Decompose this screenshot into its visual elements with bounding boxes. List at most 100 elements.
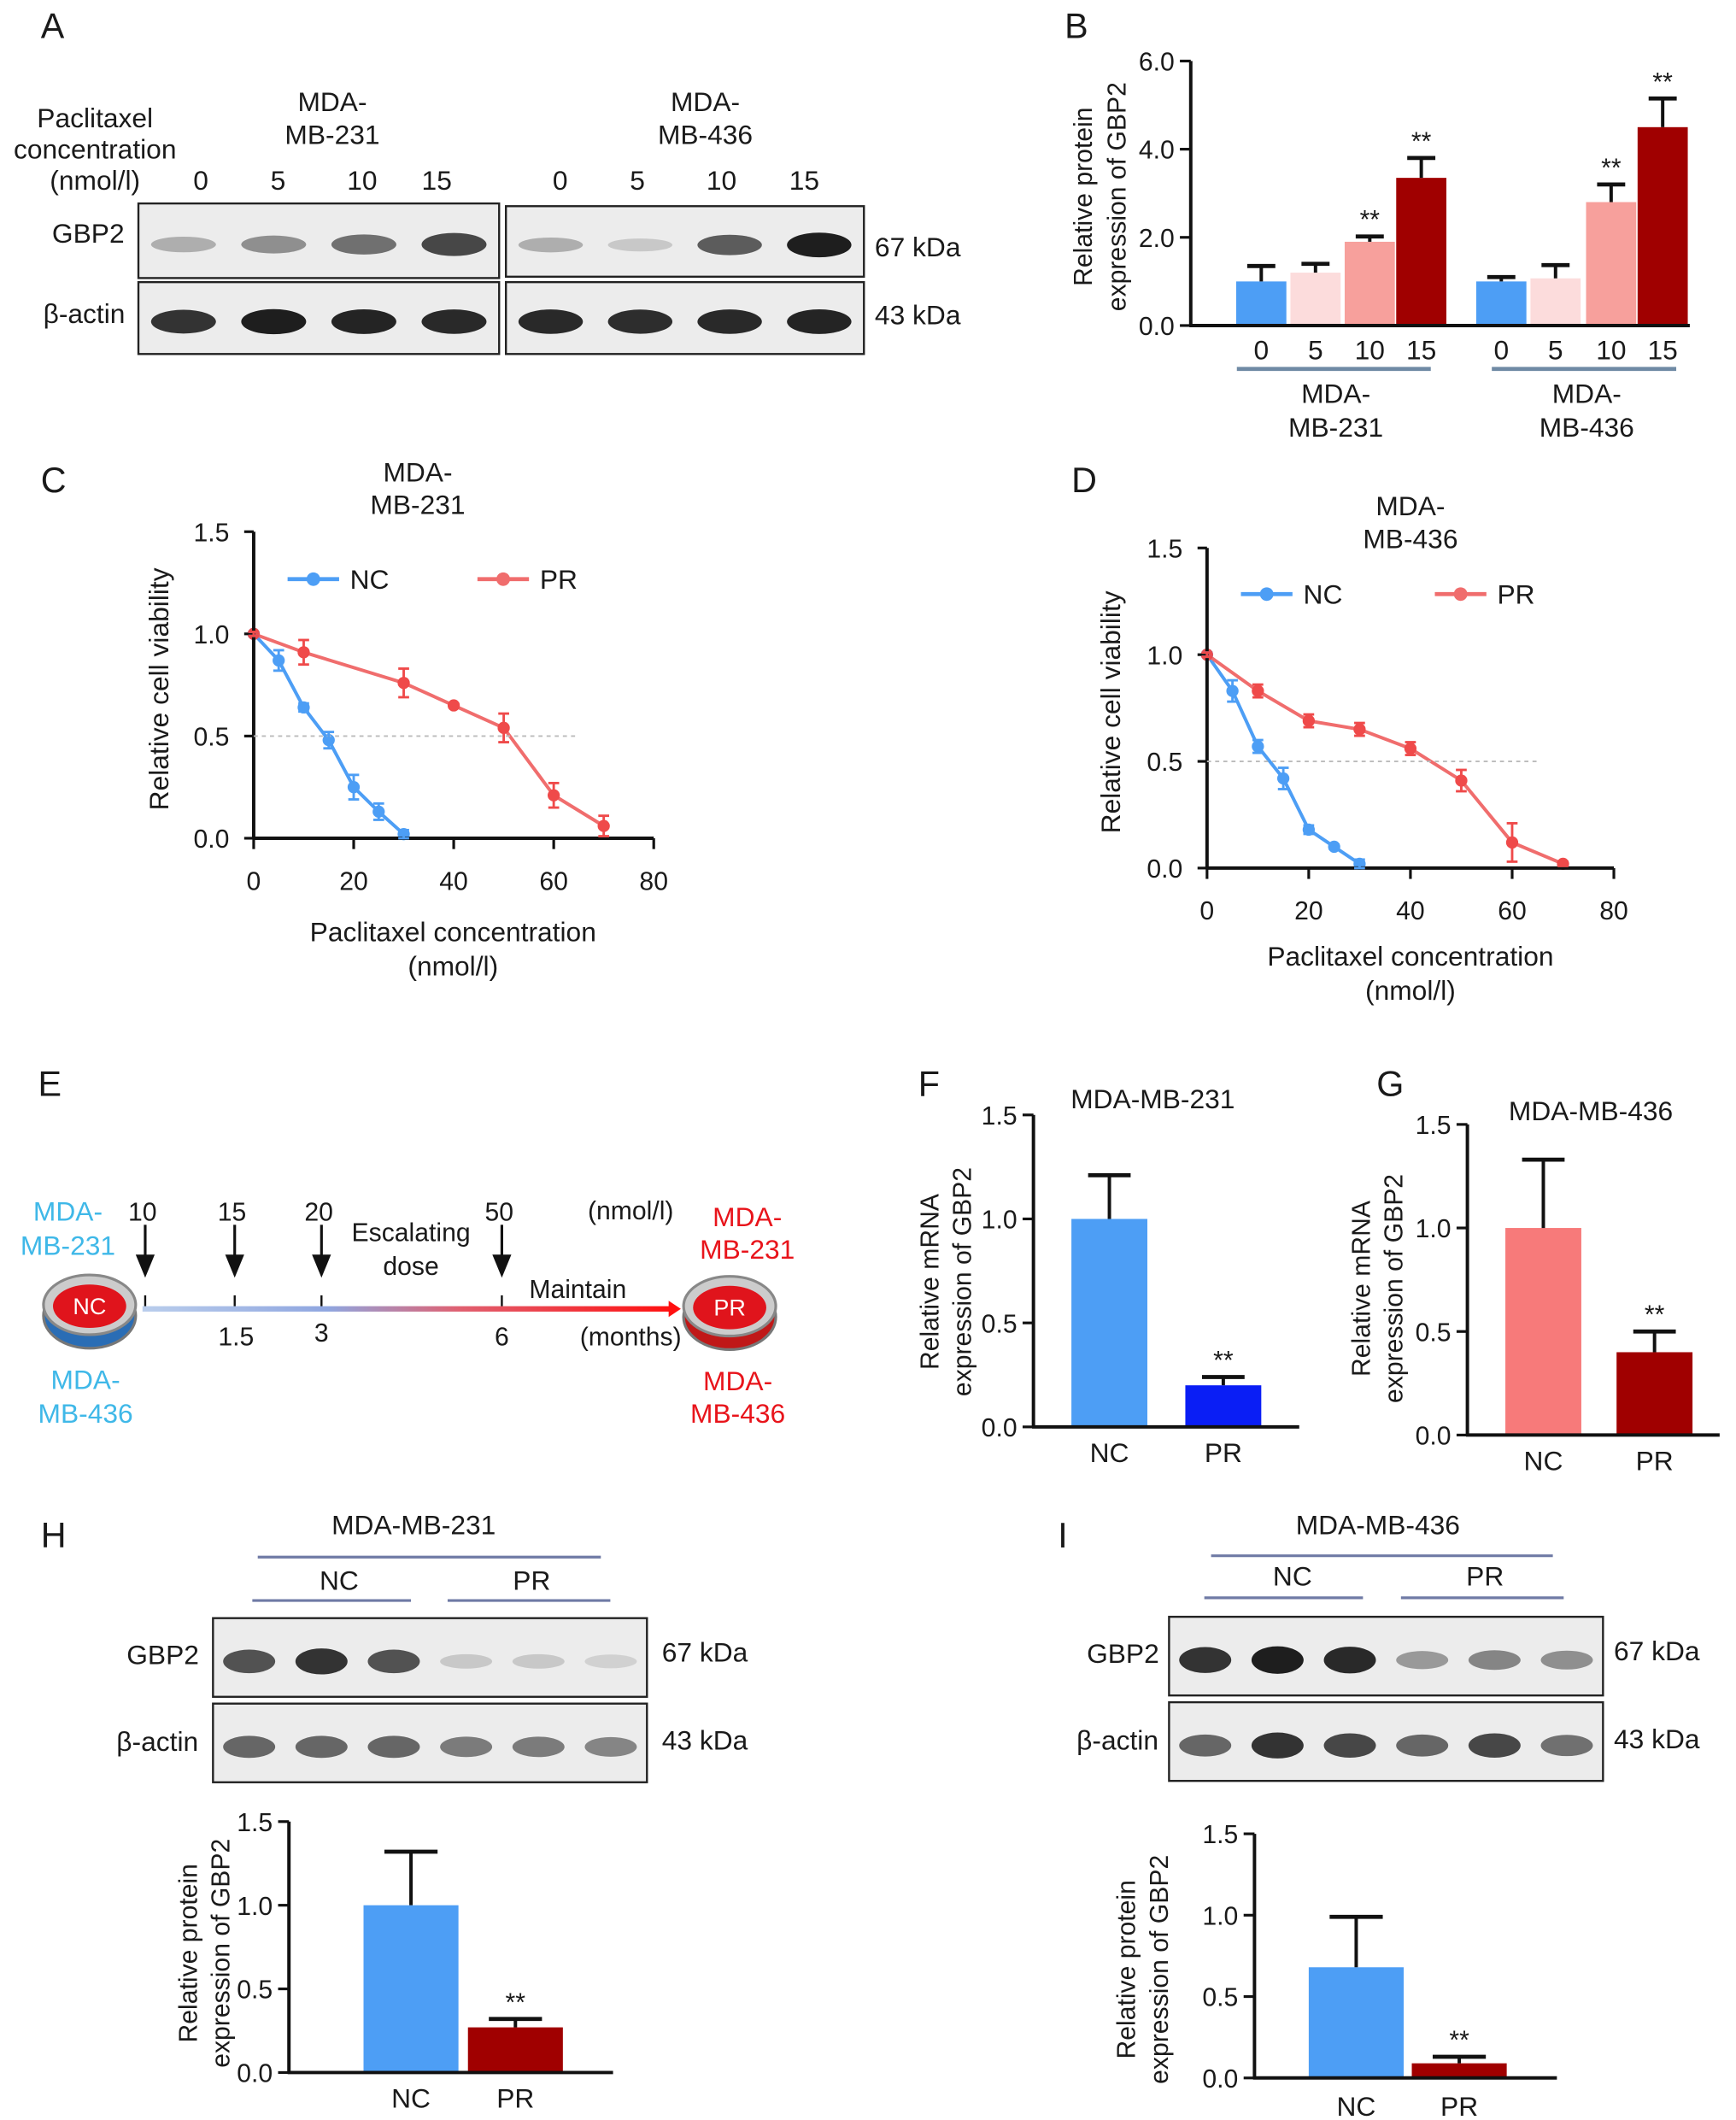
band — [584, 1736, 637, 1757]
y-tick-label: 1.0 — [193, 621, 229, 649]
blot-membrane — [1168, 1700, 1604, 1782]
label: MDA- — [671, 86, 740, 117]
legend-marker — [1259, 587, 1274, 602]
label: β-actin — [44, 298, 126, 329]
blot-gbp2 — [212, 1617, 648, 1698]
y-axis-label: expression of GBP2 — [207, 1839, 235, 2068]
significance-marker: ** — [506, 1988, 526, 2017]
x-axis-label: Paclitaxel concentration — [310, 917, 596, 948]
label: NC — [320, 1565, 359, 1595]
dish-label: PR — [713, 1295, 745, 1321]
panel-label: D — [1071, 461, 1097, 500]
x-tick-label: 80 — [639, 867, 668, 896]
x-tick-label: 15 — [1406, 335, 1436, 366]
lane-label: 5 — [271, 165, 286, 196]
significance-marker: ** — [1601, 154, 1622, 182]
x-tick-label: 0 — [1493, 335, 1509, 366]
chart-title: MB-436 — [1363, 523, 1457, 554]
down-arrow-icon — [312, 1254, 331, 1278]
culture-dish-icon: NC — [42, 1273, 138, 1350]
x-tick-label: 60 — [1498, 897, 1527, 925]
label: GBP2 — [126, 1640, 199, 1671]
band — [512, 1736, 565, 1758]
chart-title: MB-231 — [370, 490, 465, 520]
blot-actin-436 — [504, 280, 865, 355]
dose-label: 10 — [128, 1199, 157, 1227]
y-tick-label: 1.5 — [1416, 1112, 1452, 1140]
bar — [1396, 178, 1446, 326]
x-axis-label: Paclitaxel concentration — [1267, 941, 1553, 972]
label: MDA- — [33, 1196, 103, 1227]
label: Paclitaxel — [37, 103, 153, 133]
blot-membrane — [212, 1617, 648, 1698]
x-tick-label: 40 — [1396, 897, 1425, 925]
blot-actin — [1168, 1700, 1604, 1782]
label: MDA- — [297, 86, 367, 117]
lane-label: 5 — [630, 165, 645, 196]
dose-label: 15 — [218, 1199, 247, 1227]
band — [421, 232, 487, 256]
x-tick-label: PR — [496, 2083, 534, 2114]
band — [607, 238, 673, 252]
significance-marker: ** — [1449, 2027, 1469, 2055]
y-tick-label: 1.0 — [982, 1207, 1018, 1235]
down-arrow-icon — [225, 1254, 244, 1278]
bar-chart-H — [363, 1905, 563, 2073]
label: MB-436 — [690, 1398, 785, 1429]
label: MDA- — [713, 1201, 782, 1232]
bar — [1290, 273, 1341, 326]
x-tick-label: 80 — [1599, 897, 1628, 925]
x-tick-label: PR — [1440, 2091, 1478, 2120]
band — [1251, 1732, 1304, 1759]
bar-chart-B — [1235, 126, 1688, 326]
x-tick-label: 0 — [247, 867, 261, 896]
lane-label: 10 — [707, 165, 736, 196]
y-tick-label: 1.5 — [982, 1102, 1018, 1130]
label: 67 kDa — [875, 232, 961, 262]
label: 67 kDa — [1614, 1636, 1700, 1666]
label: MB-436 — [658, 119, 753, 150]
y-tick-label: 0.0 — [982, 1414, 1018, 1442]
band — [223, 1649, 276, 1674]
panel-label: B — [1064, 6, 1088, 45]
label: PR — [1466, 1561, 1504, 1592]
label: MB-436 — [1540, 412, 1634, 443]
bar — [1411, 2063, 1507, 2078]
label: PR — [513, 1565, 550, 1595]
arrow-head-icon — [668, 1301, 681, 1318]
significance-marker: ** — [1645, 1301, 1665, 1330]
y-tick-label: 6.0 — [1139, 49, 1175, 77]
y-axis-label: expression of GBP2 — [1380, 1174, 1408, 1403]
label: 1.5 — [218, 1324, 254, 1352]
blot-membrane — [1168, 1615, 1604, 1697]
bar-chart-G — [1505, 1228, 1693, 1436]
band — [295, 1648, 348, 1675]
y-tick-label: 0.5 — [982, 1310, 1018, 1338]
y-tick-label: 1.5 — [193, 519, 229, 547]
x-axis-label: (nmol/l) — [408, 950, 498, 981]
legend-label: PR — [540, 564, 578, 595]
x-tick-label: PR — [1205, 1437, 1242, 1468]
blot-title: MDA-MB-436 — [1296, 1509, 1460, 1540]
y-axis-label: Relative mRNA — [1347, 1200, 1375, 1377]
y-axis-label: Relative cell viability — [1095, 590, 1126, 833]
chart-title: MDA-MB-231 — [1070, 1083, 1235, 1114]
band — [241, 235, 307, 254]
band — [1468, 1650, 1521, 1671]
label: β-actin — [1076, 1725, 1158, 1756]
legend-marker — [306, 572, 320, 586]
lane-label: 10 — [347, 165, 377, 196]
label: MB-231 — [284, 119, 379, 150]
band — [1540, 1650, 1593, 1670]
significance-marker: ** — [1652, 68, 1673, 97]
label: MB-436 — [38, 1398, 133, 1429]
label: 67 kDa — [662, 1636, 748, 1667]
band — [295, 1735, 348, 1759]
band — [241, 308, 307, 335]
bar — [1185, 1385, 1262, 1427]
label: GBP2 — [52, 218, 125, 249]
chart-title: MDA-MB-436 — [1509, 1095, 1673, 1126]
blot-membrane — [212, 1702, 648, 1783]
y-tick-label: 0.5 — [1147, 749, 1182, 777]
